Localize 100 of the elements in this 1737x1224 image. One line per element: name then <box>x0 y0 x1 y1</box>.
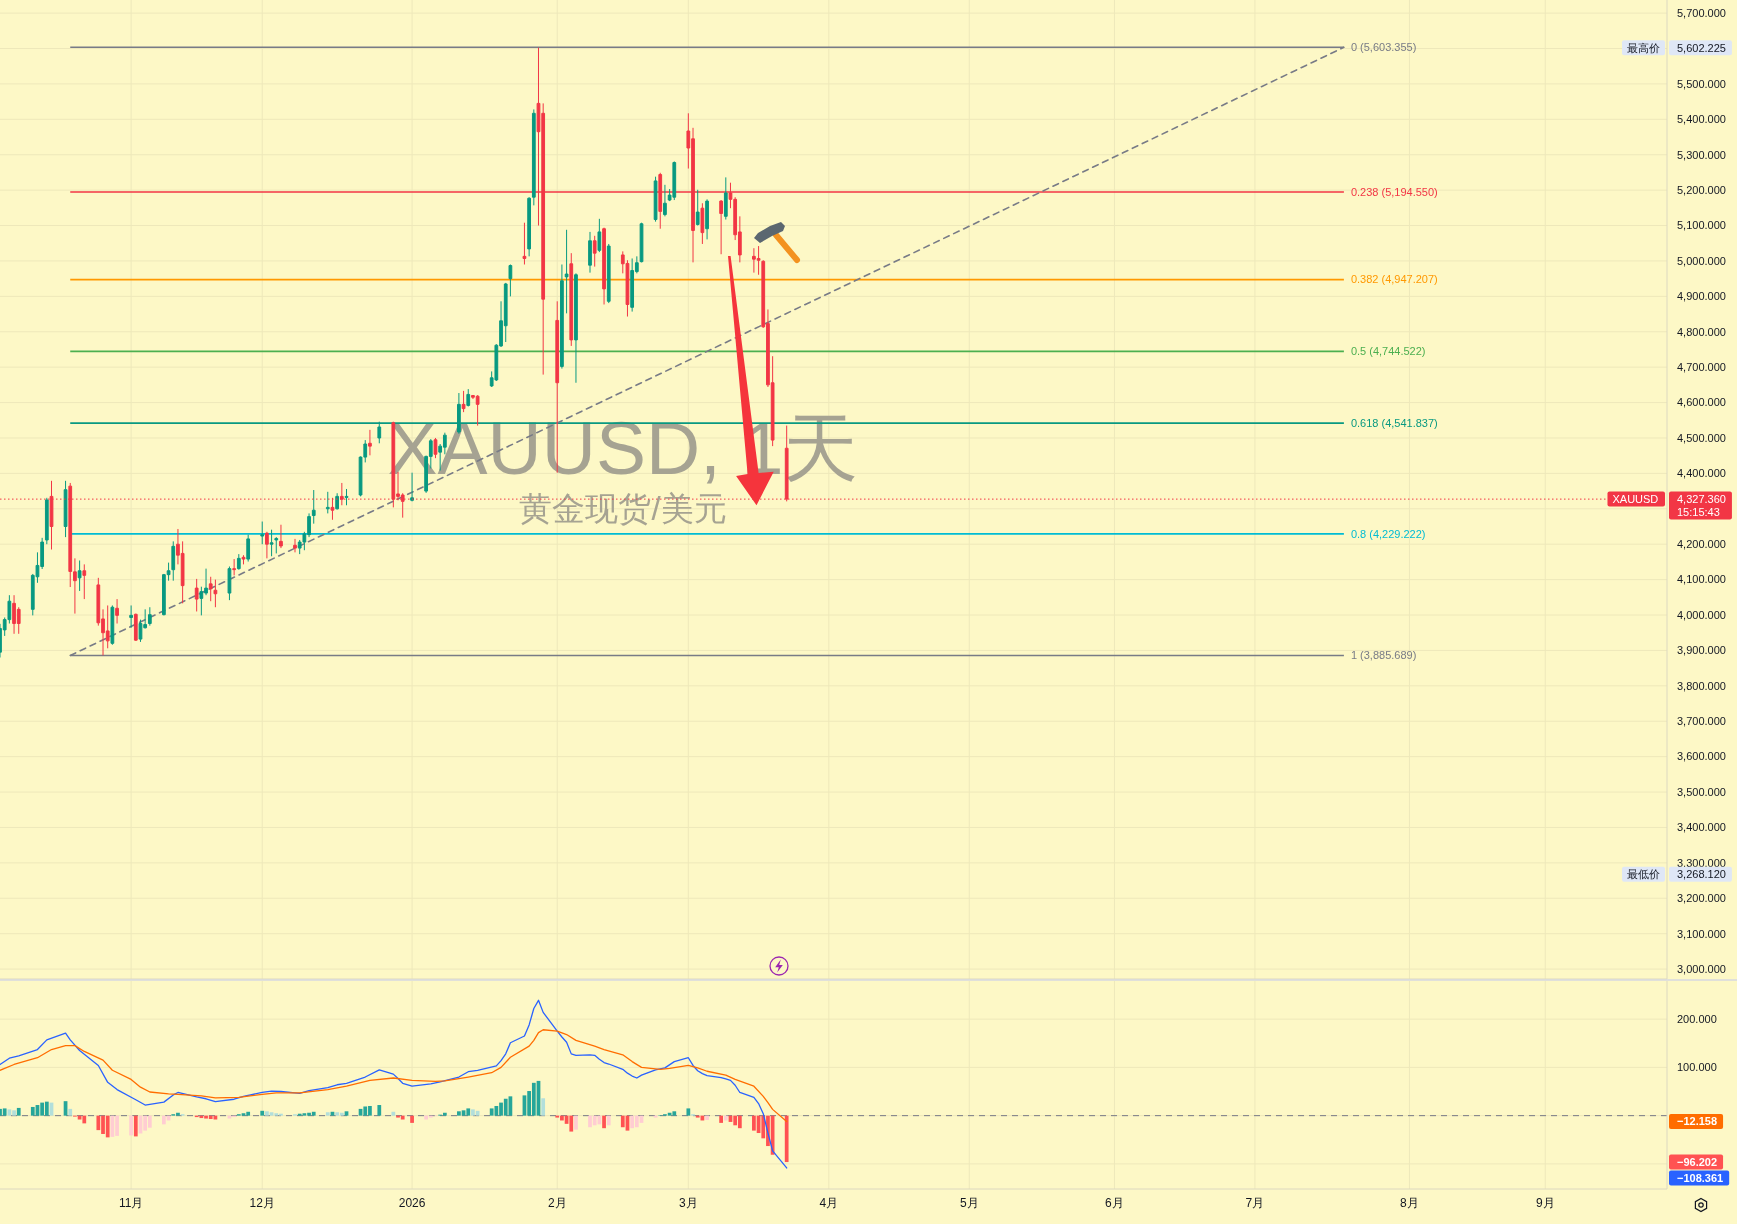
bar <box>503 1098 508 1116</box>
candlestick <box>508 263 513 297</box>
x-tick-label: 9月 <box>1535 1196 1555 1211</box>
candlestick <box>756 245 761 276</box>
bar <box>7 1109 12 1116</box>
bar <box>686 1108 691 1116</box>
y-tick-label: 5,100.000 <box>1677 219 1726 232</box>
candlestick <box>260 521 265 545</box>
candlestick <box>236 553 241 571</box>
bar <box>241 1113 246 1116</box>
candlestick <box>63 480 68 538</box>
candlestick <box>269 529 274 557</box>
y-tick-label: 3,100.000 <box>1677 927 1726 940</box>
candlestick <box>503 282 508 343</box>
candlestick <box>672 160 677 201</box>
bar <box>391 1111 396 1116</box>
candlestick <box>129 604 133 629</box>
bar <box>471 1109 475 1116</box>
candlestick <box>171 540 176 582</box>
bar <box>115 1115 119 1136</box>
bar <box>96 1115 101 1131</box>
candlestick <box>265 531 269 559</box>
ref-line-label: 0 (5,603.355) <box>1350 41 1417 54</box>
candlestick <box>574 272 578 384</box>
text: 黄金现货/美元 <box>519 489 727 527</box>
y-tick-label: 5,700.000 <box>1677 6 1726 19</box>
bar <box>602 1115 606 1129</box>
y-tick-label: 5,500.000 <box>1677 77 1726 90</box>
candlestick <box>241 554 246 565</box>
value-tag: 4,327.360 15:15:43 <box>1669 491 1732 520</box>
y-tick-label: 4,600.000 <box>1677 396 1726 409</box>
y-tick-label: 5,000.000 <box>1677 254 1726 267</box>
bar <box>531 1082 536 1116</box>
candlestick <box>705 198 709 240</box>
ref-line-label: 0.618 (4,541.837) <box>1350 417 1438 430</box>
candlestick <box>311 489 316 525</box>
candlestick <box>279 524 283 549</box>
bar <box>208 1115 213 1120</box>
y-tick-label: 4,400.000 <box>1677 467 1726 480</box>
candlestick <box>522 222 527 265</box>
candlestick <box>630 257 635 313</box>
candlestick <box>560 263 564 370</box>
bar <box>377 1105 382 1116</box>
y-tick-label: 4,000.000 <box>1677 608 1726 621</box>
bar <box>274 1113 279 1116</box>
y-tick-label: 3,400.000 <box>1677 821 1726 834</box>
bar <box>30 1106 35 1116</box>
bar <box>260 1110 265 1116</box>
y-tick-label: 3,200.000 <box>1677 892 1726 905</box>
bar <box>311 1111 316 1116</box>
y-tick-label: 5,300.000 <box>1677 148 1726 161</box>
annotation: 最高价 <box>1627 41 1660 54</box>
bar <box>133 1115 138 1137</box>
candlestick <box>597 218 602 253</box>
candlestick <box>110 604 115 646</box>
bar <box>2 1108 7 1116</box>
line-series <box>0 999 788 1169</box>
bar <box>442 1112 447 1116</box>
bar <box>541 1098 546 1116</box>
x-tick-label: 5月 <box>959 1196 979 1211</box>
bar <box>672 1111 677 1116</box>
candlestick <box>335 492 340 510</box>
bar <box>246 1111 251 1116</box>
bar <box>569 1115 574 1132</box>
bar <box>16 1107 21 1116</box>
candlestick <box>695 189 700 227</box>
bar <box>634 1115 639 1128</box>
x-tick-label: 8月 <box>1400 1196 1419 1211</box>
x-tick-label: 6月 <box>1105 1196 1124 1211</box>
candlestick <box>527 196 532 257</box>
candlestick <box>368 429 372 456</box>
bar <box>784 1115 789 1163</box>
y-tick-label: 3,700.000 <box>1677 715 1726 728</box>
value-tag: 5,602.225 <box>1669 40 1732 56</box>
x-tick-label: 3月 <box>679 1196 698 1211</box>
bar <box>363 1106 368 1116</box>
candlestick <box>325 491 330 514</box>
y-tick-label: 200.000 <box>1677 1012 1717 1025</box>
ref-line-label: XAUUSD <box>1612 492 1659 505</box>
bar <box>68 1108 73 1116</box>
bar <box>457 1111 461 1116</box>
candlestick <box>208 576 213 602</box>
candlestick <box>700 202 705 245</box>
ref-line-label: 0.5 (4,744.522) <box>1350 345 1426 358</box>
candlestick <box>147 606 152 627</box>
candlestick <box>293 538 297 553</box>
ref-line-label: 0.382 (4,947.207) <box>1350 273 1438 286</box>
bar <box>705 1115 709 1120</box>
bar <box>592 1115 597 1126</box>
line-series <box>0 1029 788 1123</box>
candlestick <box>227 566 232 601</box>
value-tag: 最高价 <box>1622 40 1665 56</box>
value-tag: 3,268.120 <box>1669 866 1732 882</box>
bar <box>344 1111 349 1116</box>
candlestick <box>639 222 644 263</box>
value-tag: −12.158 <box>1669 1114 1724 1129</box>
y-tick-label: 3,800.000 <box>1677 679 1726 692</box>
bar <box>400 1115 405 1120</box>
bar <box>719 1115 723 1123</box>
y-tick-label: 4,200.000 <box>1677 538 1726 551</box>
